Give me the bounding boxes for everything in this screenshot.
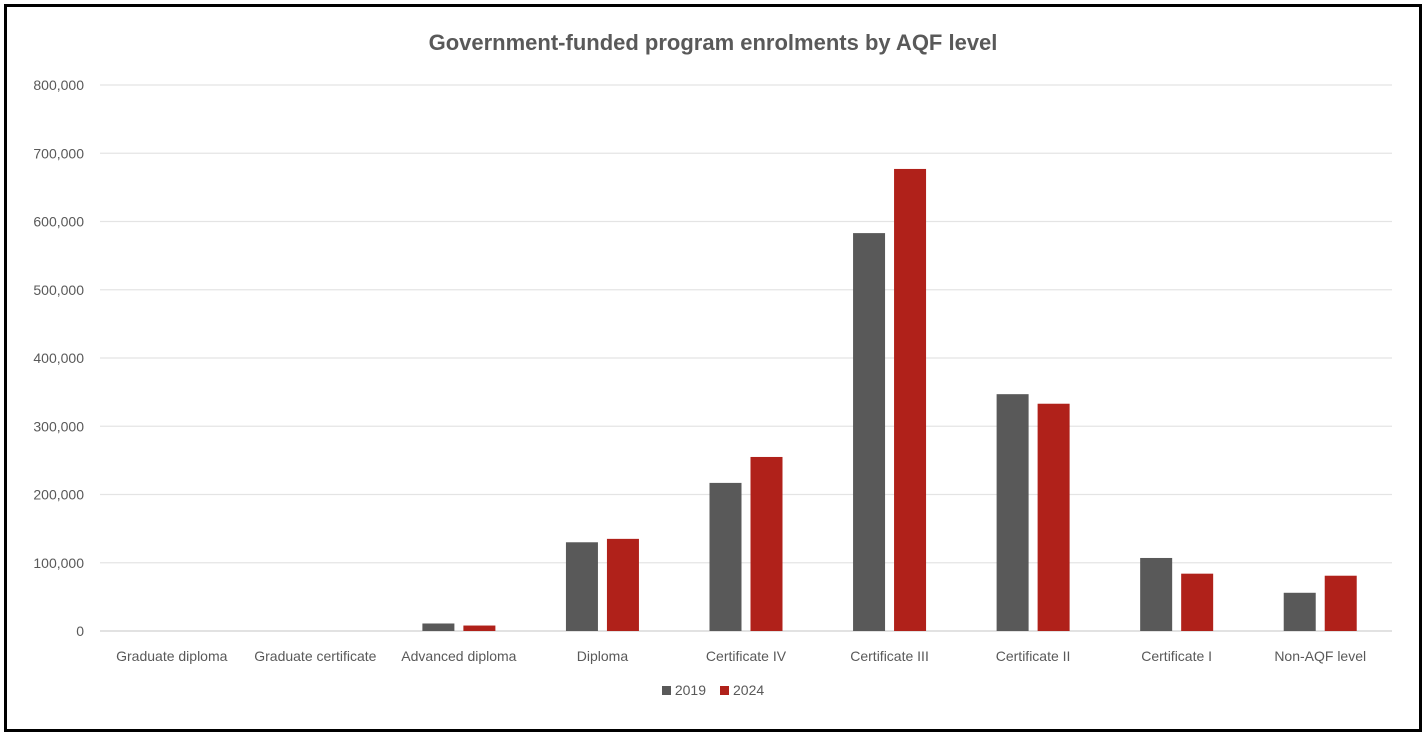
bar-2024-certificate-ii xyxy=(1037,403,1070,631)
x-tick-label: Certificate III xyxy=(850,648,929,664)
y-tick-label: 700,000 xyxy=(33,145,84,161)
chart-title: Government-funded program enrolments by … xyxy=(428,30,998,55)
bar-2024-certificate-iv xyxy=(750,456,783,631)
y-tick-label: 600,000 xyxy=(33,214,84,230)
bar-2019-non-aqf-level xyxy=(1283,592,1316,631)
chart-frame xyxy=(4,4,1422,732)
x-tick-label: Certificate II xyxy=(996,648,1071,664)
y-tick-label: 500,000 xyxy=(33,282,84,298)
x-tick-label: Diploma xyxy=(577,648,629,664)
x-tick-label: Advanced diploma xyxy=(401,648,516,664)
legend-item-2019: 2019 xyxy=(661,682,706,698)
x-tick-label: Graduate diploma xyxy=(116,648,228,664)
bar-2019-advanced-diploma xyxy=(422,623,455,631)
y-tick-label: 200,000 xyxy=(33,487,84,503)
legend-swatch xyxy=(720,686,729,695)
bar-2019-diploma xyxy=(565,542,598,631)
x-tick-label: Certificate IV xyxy=(706,648,787,664)
y-tick-label: 400,000 xyxy=(33,350,84,366)
legend-label: 2024 xyxy=(733,682,765,698)
bar-2019-certificate-iv xyxy=(709,482,742,631)
legend-label: 2019 xyxy=(674,682,706,698)
bar-2024-diploma xyxy=(606,538,639,631)
y-tick-label: 800,000 xyxy=(33,77,84,93)
legend: 2019 2024 xyxy=(0,682,1426,698)
y-tick-label: 100,000 xyxy=(33,555,84,571)
x-tick-label: Non-AQF level xyxy=(1274,648,1366,664)
bar-2024-non-aqf-level xyxy=(1324,575,1357,631)
y-tick-label: 0 xyxy=(76,623,84,639)
bar-2024-certificate-iii xyxy=(894,168,927,631)
x-tick-label: Certificate I xyxy=(1141,648,1212,664)
y-tick-label: 300,000 xyxy=(33,418,84,434)
legend-item-2024: 2024 xyxy=(720,682,764,698)
bar-2024-advanced-diploma xyxy=(463,625,496,631)
bar-2019-certificate-ii xyxy=(996,394,1029,631)
bar-2019-certificate-iii xyxy=(853,233,886,632)
legend-swatch xyxy=(661,686,671,695)
bar-2019-certificate-i xyxy=(1140,557,1173,631)
x-tick-label: Graduate certificate xyxy=(254,648,376,664)
bar-2024-certificate-i xyxy=(1181,573,1214,631)
